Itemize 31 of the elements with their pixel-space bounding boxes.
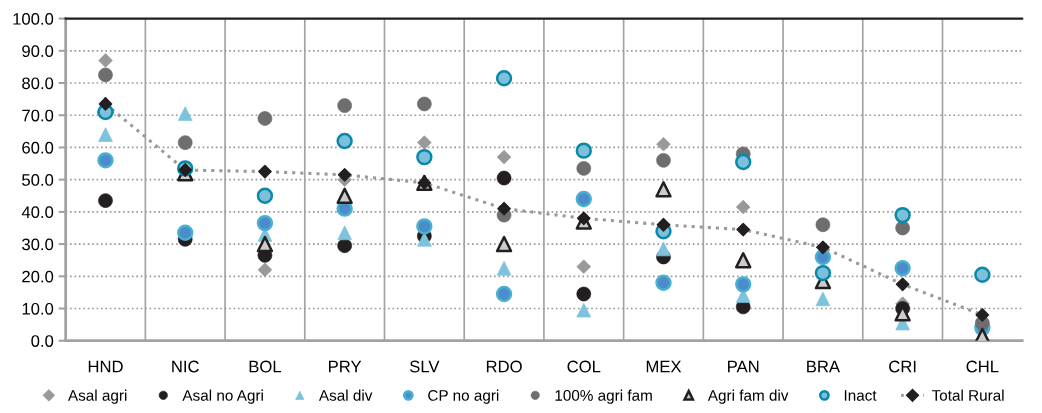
legend-label: Total Rural	[931, 389, 1004, 401]
y-tick-label: 20.0	[22, 270, 54, 283]
legend-label: 100% agri fam	[555, 389, 652, 404]
legend-label: Asal agri	[67, 389, 127, 404]
y-tick-label: 70.0	[22, 109, 54, 122]
y-tick-label: 10.0	[22, 302, 54, 315]
x-tick-label: BOL	[249, 360, 282, 373]
y-tick-label: 30.0	[22, 238, 54, 251]
x-tick-label: NIC	[172, 360, 199, 373]
y-tick-label: 60.0	[22, 141, 54, 154]
y-tick-label: 100.0	[13, 12, 54, 25]
y-tick-label: 80.0	[22, 77, 54, 90]
x-tick-label: CHL	[966, 360, 999, 373]
legend-label: CP no agri	[428, 389, 499, 404]
y-tick-label: 0.0	[31, 335, 54, 347]
y-tick-label: 90.0	[22, 45, 54, 57]
x-tick-label: COL	[567, 360, 601, 373]
x-tick-label: HND	[88, 360, 123, 373]
x-tick-label: SLV	[409, 360, 440, 373]
x-tick-label: CRI	[889, 360, 916, 373]
x-tick-label: BRA	[807, 360, 841, 373]
y-tick-label: 40.0	[21, 206, 54, 219]
legend-label: Inact	[844, 390, 877, 401]
x-tick-label: PRY	[329, 360, 362, 373]
y-tick-label: 50.0	[22, 174, 54, 186]
x-tick-label: MEX	[646, 360, 682, 373]
x-tick-label: RDO	[486, 360, 522, 373]
legend-label: Asal no Agri	[182, 389, 263, 404]
x-tick-label: PAN	[728, 360, 759, 373]
legend-label: Asal div	[318, 389, 373, 401]
legend-label: Agri fam div	[707, 389, 789, 404]
